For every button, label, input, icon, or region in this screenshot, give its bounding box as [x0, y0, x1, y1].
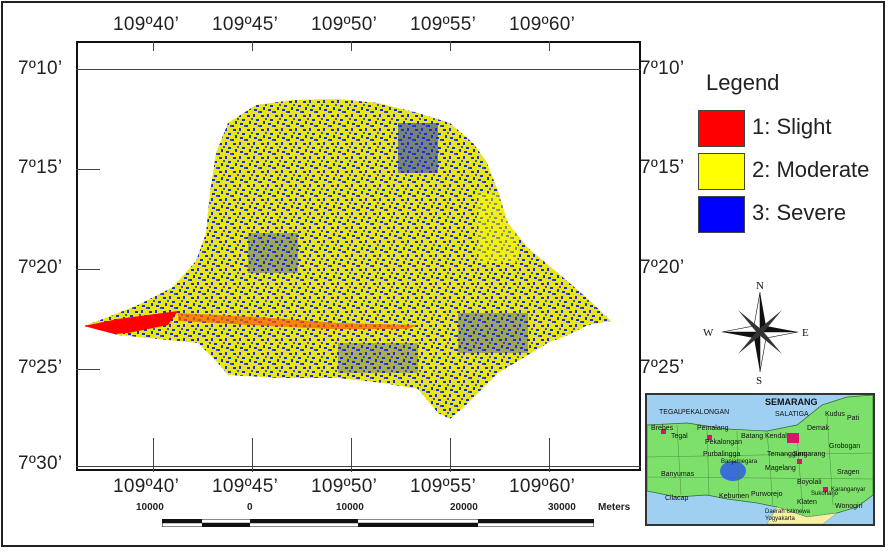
compass-s: S — [756, 375, 762, 386]
inset-label-pemalang: Pemalang — [697, 425, 729, 432]
scale-unit: Meters — [598, 502, 631, 513]
scale-label-4: 20000 — [450, 502, 478, 513]
legend-title: Legend — [706, 70, 780, 95]
scale-label-3: 10000 — [336, 502, 364, 513]
legend-swatch-moderate — [698, 153, 745, 190]
right-label-2: 7º15’ — [640, 157, 685, 178]
inset-label-pekalongan-city: PEKALONGAN — [681, 409, 730, 416]
inset-label-salatiga: SALATIGA — [775, 411, 809, 418]
legend-label-severe: 3: Severe — [752, 200, 847, 225]
bottom-label-5: 109º60’ — [509, 476, 576, 497]
inset-label-karanganyar: Karanganyar — [831, 487, 866, 493]
inset-label-cilacap: Cilacap — [665, 495, 689, 502]
inset-label-kendal: Kendal — [765, 433, 787, 440]
inset-label-magelang: Magelang — [765, 465, 796, 472]
inset-label-pati: Pati — [847, 415, 860, 422]
inset-map-shape — [647, 395, 873, 524]
right-label-3: 7º20’ — [640, 257, 685, 278]
scale-bar — [161, 514, 595, 528]
scale-label-2: 0 — [247, 502, 253, 513]
inset-label-tegal-city: TEGAL — [659, 409, 682, 416]
compass-n: N — [756, 280, 764, 292]
inset-label-purworejo: Purworejo — [751, 491, 783, 498]
top-label-1: 109º40’ — [113, 14, 180, 35]
bottom-label-2: 109º45’ — [212, 476, 279, 497]
inset-label-batang: Batang — [741, 433, 764, 440]
inset-label-kebumen: Kebumen — [719, 493, 749, 500]
bottom-label-1: 109º40’ — [113, 476, 180, 497]
inset-title: SEMARANG — [765, 397, 818, 407]
inset-label-grobogan: Grobogan — [829, 443, 861, 450]
bottom-label-3: 109º50’ — [311, 476, 378, 497]
legend-swatch-severe — [698, 196, 745, 233]
scale-label-5: 30000 — [548, 502, 576, 513]
inset-label-temanggung: Temanggung — [767, 451, 808, 458]
inset-label-demak: Demak — [807, 425, 830, 432]
left-label-3: 7º20’ — [18, 257, 63, 278]
inset-map: SEMARANG TEGAL PEKALONGAN SALATIGA Brebe… — [645, 393, 875, 526]
compass-w: W — [703, 327, 714, 339]
right-label-1: 7º10’ — [640, 58, 685, 79]
bottom-label-4: 109º55’ — [410, 476, 477, 497]
inset-label-brebes: Brebes — [651, 425, 674, 432]
inset-label-sragen: Sragen — [837, 469, 860, 476]
inset-label-semarang: Semarang — [793, 451, 826, 458]
inset-label-diy: Daerah Istimewa Yogyakarta — [765, 509, 811, 522]
inset-label-klaten: Klaten — [797, 499, 817, 506]
top-label-4: 109º55’ — [410, 14, 477, 35]
erosion-map — [84, 99, 611, 419]
legend-swatch-slight — [698, 110, 745, 147]
left-label-4: 7º25’ — [18, 357, 63, 378]
inset-label-kudus: Kudus — [825, 411, 845, 418]
inset-label-pekalongan: Pekalongan — [705, 439, 742, 446]
compass-icon: N S W E — [703, 280, 809, 387]
legend-label-slight: 1: Slight — [752, 114, 832, 139]
legend-label-moderate: 2: Moderate — [752, 157, 870, 182]
top-label-5: 109º60’ — [509, 14, 576, 35]
left-label-5: 7º30’ — [18, 453, 63, 474]
left-label-2: 7º15’ — [18, 157, 63, 178]
top-label-2: 109º45’ — [212, 14, 279, 35]
top-label-3: 109º50’ — [311, 14, 378, 35]
scale-label-1: 10000 — [136, 502, 164, 513]
inset-label-tegal: Tegal — [671, 433, 688, 440]
map-panel — [76, 41, 641, 471]
compass-rose: N S W E — [700, 278, 820, 387]
inset-label-boyolali: Boyolali — [797, 479, 822, 486]
inset-label-wonogiri: Wonogiri — [835, 503, 863, 510]
inset-label-sukoharjo: Sukoharjo — [811, 491, 839, 497]
inset-label-banyumas: Banyumas — [661, 471, 695, 478]
compass-e: E — [802, 327, 809, 339]
inset-label-banjarnegara: Banjarnegara — [721, 459, 758, 465]
inset-label-purbalingga: Purbalingga — [703, 451, 741, 458]
left-label-1: 7º10’ — [18, 58, 63, 79]
right-label-4: 7º25’ — [640, 357, 685, 378]
